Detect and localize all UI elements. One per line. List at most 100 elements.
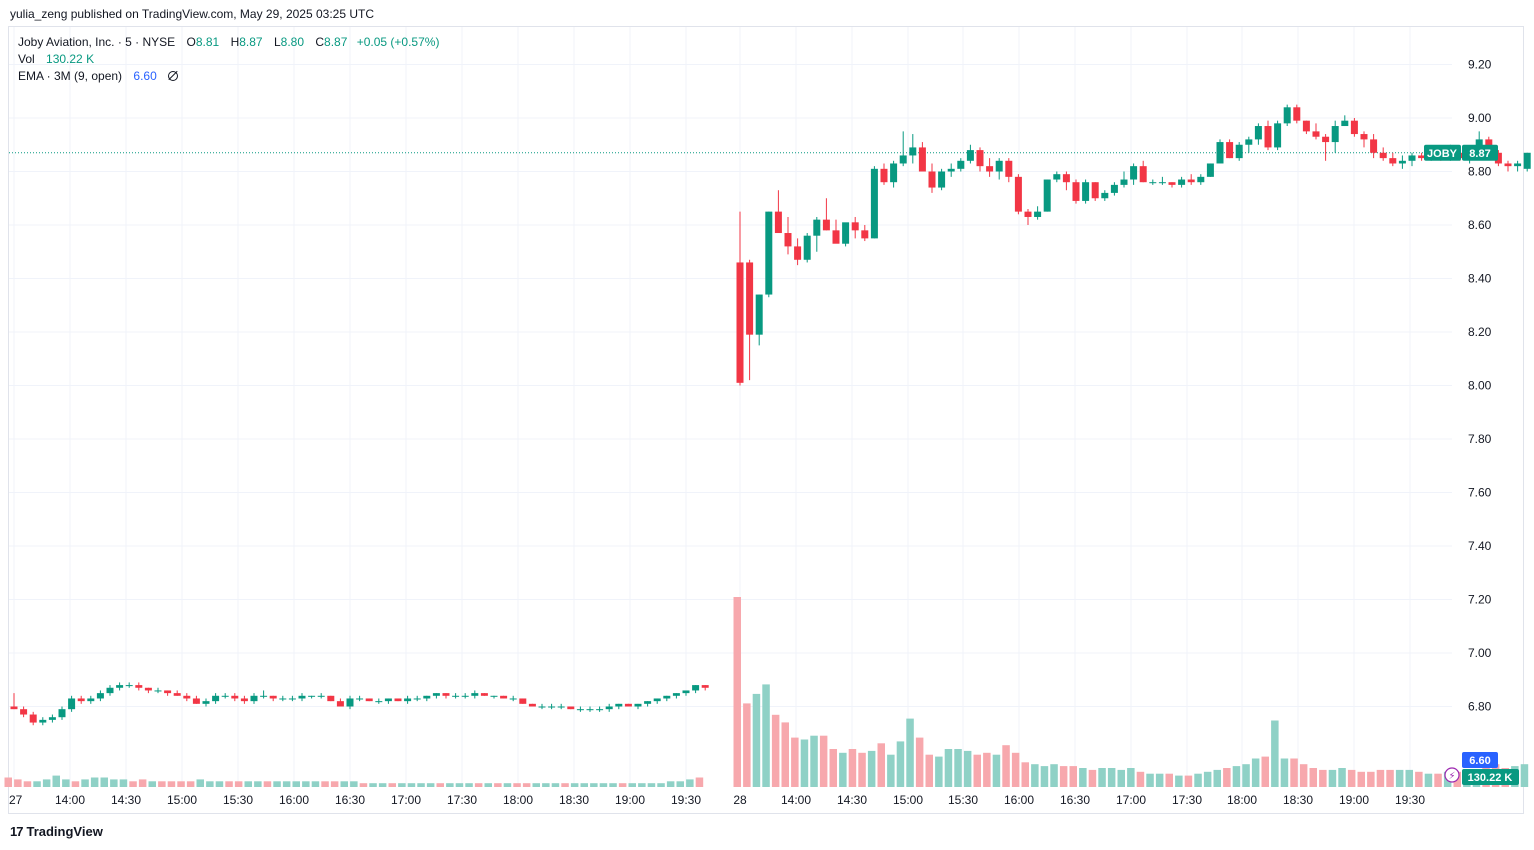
- candle-body: [803, 235, 811, 260]
- candle-body: [1494, 152, 1502, 164]
- candle-body: [880, 168, 888, 183]
- candle-body: [966, 150, 974, 161]
- candle-body: [1389, 158, 1397, 164]
- volume-bar: [321, 781, 329, 787]
- hidden-indicator-icon[interactable]: [168, 71, 179, 81]
- candle-body: [1206, 163, 1214, 177]
- volume-bar: [119, 779, 128, 787]
- candle-body: [365, 698, 373, 702]
- candle-body: [1024, 211, 1032, 217]
- candle-body: [1158, 182, 1166, 184]
- volume-bar: [138, 779, 147, 787]
- volume-bar: [513, 783, 521, 787]
- volume-bar: [186, 781, 195, 787]
- candle-body: [528, 703, 536, 707]
- x-tick-label: 18:00: [503, 793, 533, 807]
- candle-body: [327, 695, 335, 702]
- candle-body: [918, 147, 926, 172]
- tradingview-logo[interactable]: 17 TradingView: [10, 824, 103, 839]
- candle-body: [317, 695, 325, 697]
- candle-body: [1264, 126, 1272, 148]
- volume-bar: [33, 781, 41, 787]
- volume-bar: [800, 739, 809, 787]
- volume-bar: [896, 741, 905, 787]
- volume-bar: [752, 693, 761, 787]
- volume-bar: [273, 781, 281, 787]
- volume-bar: [1386, 769, 1394, 787]
- candle-body: [870, 168, 878, 239]
- legend-change: +0.05 (+0.57%): [356, 35, 440, 49]
- candle-body: [29, 714, 37, 723]
- legend-vol-value: 130.22 K: [46, 52, 95, 66]
- volume-bar: [983, 752, 991, 787]
- volume-bar: [743, 703, 751, 787]
- volume-bar: [1069, 766, 1077, 787]
- volume-bar: [494, 783, 502, 787]
- candle-body: [519, 698, 527, 704]
- x-tick-label: 14:30: [111, 793, 141, 807]
- candle-body: [1149, 182, 1157, 184]
- volume-bar: [954, 749, 962, 787]
- vol-tag: 130.22 K: [1468, 772, 1513, 784]
- candle-body: [144, 687, 152, 691]
- candle-body: [567, 706, 575, 710]
- volume-bar: [609, 783, 617, 787]
- volume-bar: [628, 783, 636, 787]
- volume-bar: [839, 752, 847, 787]
- candle-body: [106, 687, 114, 694]
- x-tick-label: 15:00: [167, 793, 197, 807]
- candle-body: [774, 211, 782, 234]
- candle-body: [1043, 179, 1051, 212]
- candle-body: [624, 703, 632, 707]
- volume-bar: [330, 781, 339, 787]
- vol-tag-bg: [1462, 769, 1519, 785]
- volume-bar: [1309, 768, 1317, 787]
- candle-body: [986, 166, 994, 172]
- legend-symbol[interactable]: Joby Aviation, Inc. · 5 · NYSE: [18, 35, 176, 49]
- volume-bar: [1021, 762, 1029, 787]
- volume-bar: [686, 779, 694, 787]
- candle-body: [1082, 182, 1090, 201]
- candle-body: [1274, 123, 1282, 148]
- volume-bar: [1127, 768, 1135, 787]
- candle-body: [509, 698, 517, 700]
- volume-bar: [1299, 764, 1308, 787]
- volume-bar: [1232, 766, 1241, 787]
- candle-body: [615, 703, 623, 707]
- volume-bar: [14, 779, 22, 787]
- candle-body: [1254, 126, 1262, 140]
- volume-bar: [676, 781, 684, 787]
- y-tick-label: 8.40: [1468, 272, 1492, 286]
- candle-body: [947, 168, 955, 172]
- legend-vol-label[interactable]: Vol: [18, 52, 35, 66]
- volume-bar: [407, 783, 416, 787]
- candle-body: [39, 719, 47, 723]
- candle-body: [221, 695, 229, 697]
- volume-bar: [551, 783, 560, 787]
- candle-body: [20, 709, 28, 715]
- candle-body: [861, 230, 869, 239]
- volume-bar: [791, 737, 799, 787]
- volume-bar: [465, 783, 473, 787]
- legend-ema-label[interactable]: EMA · 3M (9, open): [18, 69, 123, 83]
- candle-body: [87, 698, 95, 702]
- x-tick-label: 15:30: [223, 793, 253, 807]
- candle-body: [442, 693, 450, 696]
- candle-body: [471, 693, 479, 696]
- volume-bar: [1059, 766, 1068, 787]
- legend-low-label: L: [273, 35, 281, 49]
- x-tick-label: 14:00: [781, 793, 811, 807]
- volume-bar: [1136, 771, 1145, 787]
- candle-body: [77, 698, 85, 702]
- volume-bar: [925, 754, 933, 787]
- x-tick-label: 19:00: [1339, 793, 1369, 807]
- candle-body: [1120, 179, 1128, 185]
- volume-bar: [829, 749, 837, 787]
- legend-open: 8.81: [195, 35, 220, 49]
- volume-bar: [638, 783, 646, 787]
- legend-high-label: H: [230, 35, 240, 49]
- volume-bar: [244, 781, 252, 787]
- volume-bar: [129, 781, 137, 787]
- volume-bar: [1338, 768, 1346, 787]
